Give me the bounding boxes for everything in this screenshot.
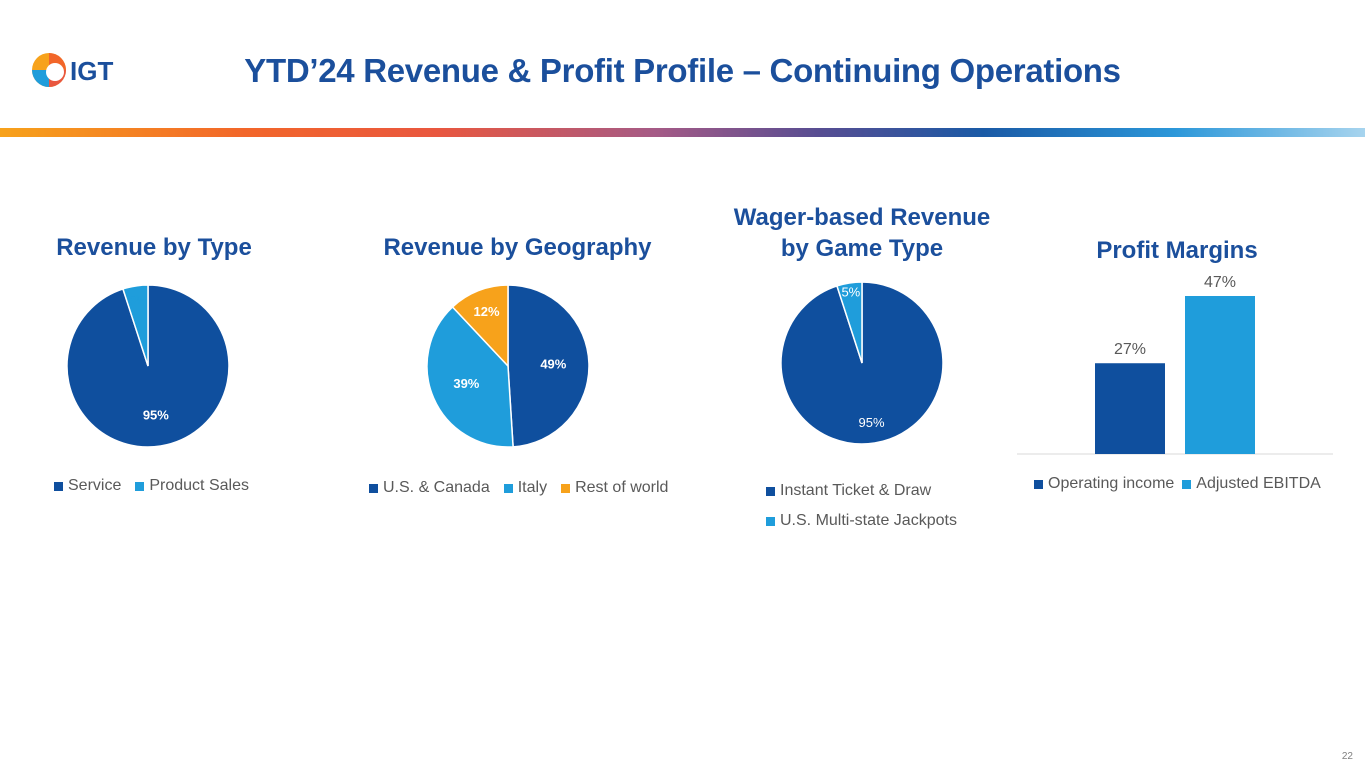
page-number: 22	[1341, 751, 1353, 762]
legend-swatch-operating-income	[1034, 479, 1043, 489]
legend-label-us-multi-state-jackpots: U.S. Multi-state Jackpots	[780, 512, 957, 529]
legend-item-italy: Italy	[503, 479, 548, 497]
legend-swatch-instant-ticket-draw	[766, 486, 775, 496]
legend-item-product-sales: Product Sales	[135, 477, 249, 495]
legend-swatch-us-canada	[369, 483, 378, 493]
legend-swatch-us-multi-state-jackpots	[766, 516, 775, 526]
header-gradient-stripe	[0, 128, 1365, 137]
legend-item-operating-income: Operating income	[1034, 475, 1174, 493]
pie-chart-wager-based-revenue: 95% 5%	[780, 281, 944, 445]
data-label-rest-of-world: 12%	[474, 304, 500, 319]
legend-revenue-by-geography: U.S. & Canada Italy Rest of world	[369, 479, 668, 497]
legend-swatch-product-sales	[135, 481, 145, 491]
data-label-product-sales: 5%	[128, 292, 147, 307]
data-label-instant-ticket-draw: 95%	[858, 415, 884, 430]
legend-label-operating-income: Operating income	[1048, 475, 1175, 492]
pie-slice-rest-of-world	[451, 284, 509, 368]
pie-chart-revenue-by-geography: 49% 39% 12%	[426, 284, 590, 448]
bar-label-operating-income: 27%	[1114, 341, 1146, 358]
legend-label-service: Service	[68, 477, 122, 494]
chart-title-revenue-by-type: Revenue by Type	[56, 234, 252, 261]
legend-item-service: Service	[54, 477, 121, 495]
data-label-u-s-multi-state-jackpots: 5%	[841, 285, 860, 300]
chart-title-revenue-by-geography: Revenue by Geography	[383, 234, 652, 261]
legend-item-instant-ticket-draw: Instant Ticket & Draw	[766, 482, 931, 500]
bar-adjusted-ebitda	[1185, 296, 1255, 454]
legend-item-us-multi-state-jackpots: U.S. Multi-state Jackpots	[766, 512, 957, 530]
logo-text: IGT	[70, 56, 113, 86]
legend-label-italy: Italy	[517, 479, 548, 496]
legend-label-adjusted-ebitda: Adjusted EBITDA	[1196, 475, 1321, 492]
chart-title-line-1: Wager-based Revenue	[733, 204, 991, 231]
igt-logo-graphic: IGT	[32, 53, 113, 87]
data-label-italy: 39%	[453, 376, 479, 391]
legend-label-rest-of-world: Rest of world	[575, 479, 669, 496]
bar-chart-profit-margins: 27% 47%	[1017, 274, 1333, 455]
legend-label-instant-ticket-draw: Instant Ticket & Draw	[780, 482, 932, 499]
data-label-service: 95%	[143, 408, 169, 423]
chart-title-line-2: by Game Type	[780, 235, 944, 262]
pie-slice-product-sales	[122, 284, 149, 367]
bar-label-adjusted-ebitda: 47%	[1204, 274, 1236, 291]
legend-item-rest-of-world: Rest of world	[561, 479, 668, 497]
legend-revenue-by-type: Service Product Sales	[54, 477, 249, 495]
data-label-u-s-canada: 49%	[540, 357, 566, 372]
pie-slice-italy	[426, 305, 514, 448]
igt-logo: IGT	[30, 50, 130, 90]
legend-item-adjusted-ebitda: Adjusted EBITDA	[1182, 475, 1321, 493]
pie-slice-u-s-canada	[507, 284, 590, 448]
legend-swatch-service	[54, 481, 63, 491]
pie-chart-revenue-by-type: 95% 5%	[66, 284, 230, 448]
page-title: YTD’24 Revenue & Profit Profile – Contin…	[244, 52, 1121, 89]
legend-profit-margins: Operating income Adjusted EBITDA	[1034, 475, 1321, 493]
chart-title-wager-based-revenue: Wager-based Revenue by Game Type	[712, 202, 1012, 264]
pie-slice-u-s-multi-state-jackpots	[836, 281, 863, 364]
legend-item-us-canada: U.S. & Canada	[369, 479, 490, 497]
legend-wager-based-revenue: Instant Ticket & Draw U.S. Multi-state J…	[766, 482, 957, 542]
legend-swatch-italy	[503, 483, 513, 493]
legend-label-us-canada: U.S. & Canada	[383, 479, 490, 496]
chart-title-profit-margins: Profit Margins	[1096, 237, 1258, 264]
legend-swatch-adjusted-ebitda	[1182, 479, 1192, 489]
legend-swatch-rest-of-world	[561, 483, 571, 493]
bar-operating-income	[1095, 363, 1165, 454]
legend-label-product-sales: Product Sales	[149, 477, 249, 494]
